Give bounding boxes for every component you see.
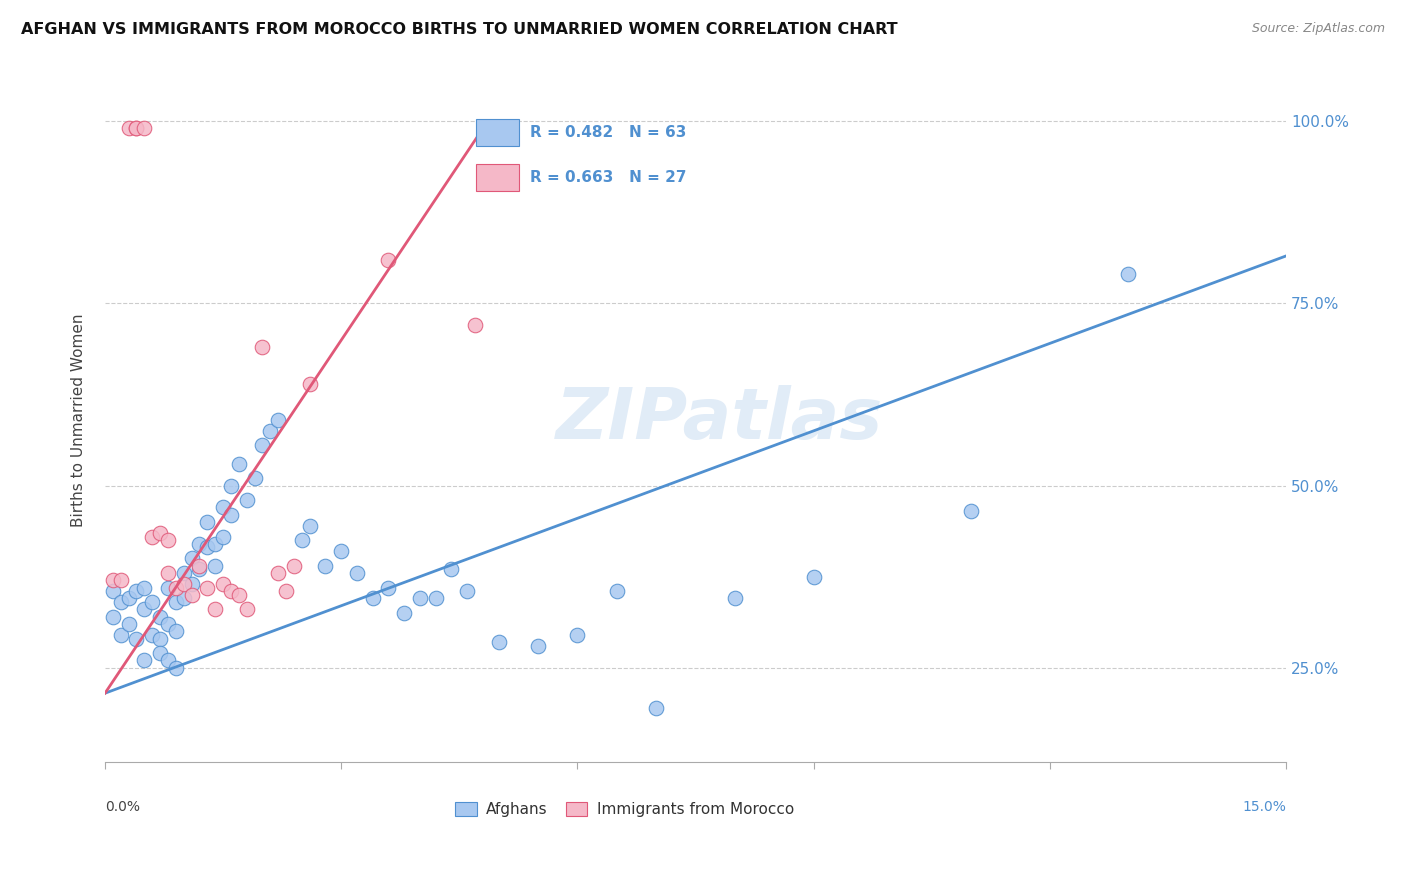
Point [219,584,242,599]
Point [645,700,668,714]
Point [125,121,148,136]
Point [156,581,179,595]
Point [267,566,290,580]
Point [117,591,139,606]
Point [165,624,187,639]
Point [156,653,179,667]
Point [464,318,486,333]
Point [228,457,250,471]
Point [298,518,321,533]
Point [125,584,148,599]
Point [1118,267,1140,281]
Point [134,653,156,667]
Point [488,635,510,649]
Point [219,478,242,492]
Point [134,581,156,595]
Point [141,628,163,642]
Point [101,574,124,588]
Point [180,588,202,602]
Point [149,646,172,660]
Point [346,566,368,580]
Point [440,562,463,576]
Point [156,566,179,580]
Point [204,558,226,573]
Point [149,525,172,540]
Point [243,471,266,485]
Point [724,591,747,606]
Point [259,424,281,438]
Point [392,606,415,620]
Point [283,558,305,573]
Point [141,529,163,543]
Point [165,595,187,609]
Point [195,541,218,555]
Point [101,584,124,599]
Point [117,617,139,632]
Point [314,558,336,573]
Text: 15.0%: 15.0% [1241,800,1286,814]
Text: Source: ZipAtlas.com: Source: ZipAtlas.com [1251,22,1385,36]
Y-axis label: Births to Unmarried Women: Births to Unmarried Women [72,313,86,526]
Point [101,609,124,624]
Point [252,438,274,452]
Point [149,609,172,624]
Point [212,577,235,591]
Point [156,533,179,548]
Point [188,537,211,551]
Point [298,376,321,391]
Point [219,508,242,522]
Point [377,581,399,595]
Point [134,121,156,136]
Point [212,529,235,543]
Point [125,121,148,136]
Point [141,595,163,609]
Point [173,566,195,580]
Point [165,661,187,675]
Point [149,632,172,646]
Text: 0.0%: 0.0% [105,800,141,814]
Point [267,413,290,427]
Point [110,574,132,588]
Point [204,537,226,551]
Point [195,515,218,529]
Point [425,591,447,606]
Point [361,591,384,606]
Point [228,588,250,602]
Point [212,500,235,515]
Point [188,558,211,573]
Point [291,533,314,548]
Point [235,493,257,508]
Point [456,584,478,599]
Point [188,562,211,576]
Point [156,617,179,632]
Point [377,252,399,267]
Text: AFGHAN VS IMMIGRANTS FROM MOROCCO BIRTHS TO UNMARRIED WOMEN CORRELATION CHART: AFGHAN VS IMMIGRANTS FROM MOROCCO BIRTHS… [21,22,897,37]
Point [204,602,226,616]
Point [117,121,139,136]
Point [235,602,257,616]
Point [330,544,353,558]
Point [134,602,156,616]
Point [606,584,628,599]
Point [527,639,550,653]
Point [110,628,132,642]
Point [173,577,195,591]
Legend: Afghans, Immigrants from Morocco: Afghans, Immigrants from Morocco [450,796,800,823]
Point [252,340,274,354]
Point [803,569,825,583]
Point [180,551,202,566]
Point [960,504,983,518]
Point [165,581,187,595]
Point [173,591,195,606]
Point [567,628,589,642]
Point [274,584,297,599]
Text: ZIPatlas: ZIPatlas [555,385,883,454]
Point [110,595,132,609]
Point [195,581,218,595]
Point [409,591,432,606]
Point [125,632,148,646]
Point [180,577,202,591]
